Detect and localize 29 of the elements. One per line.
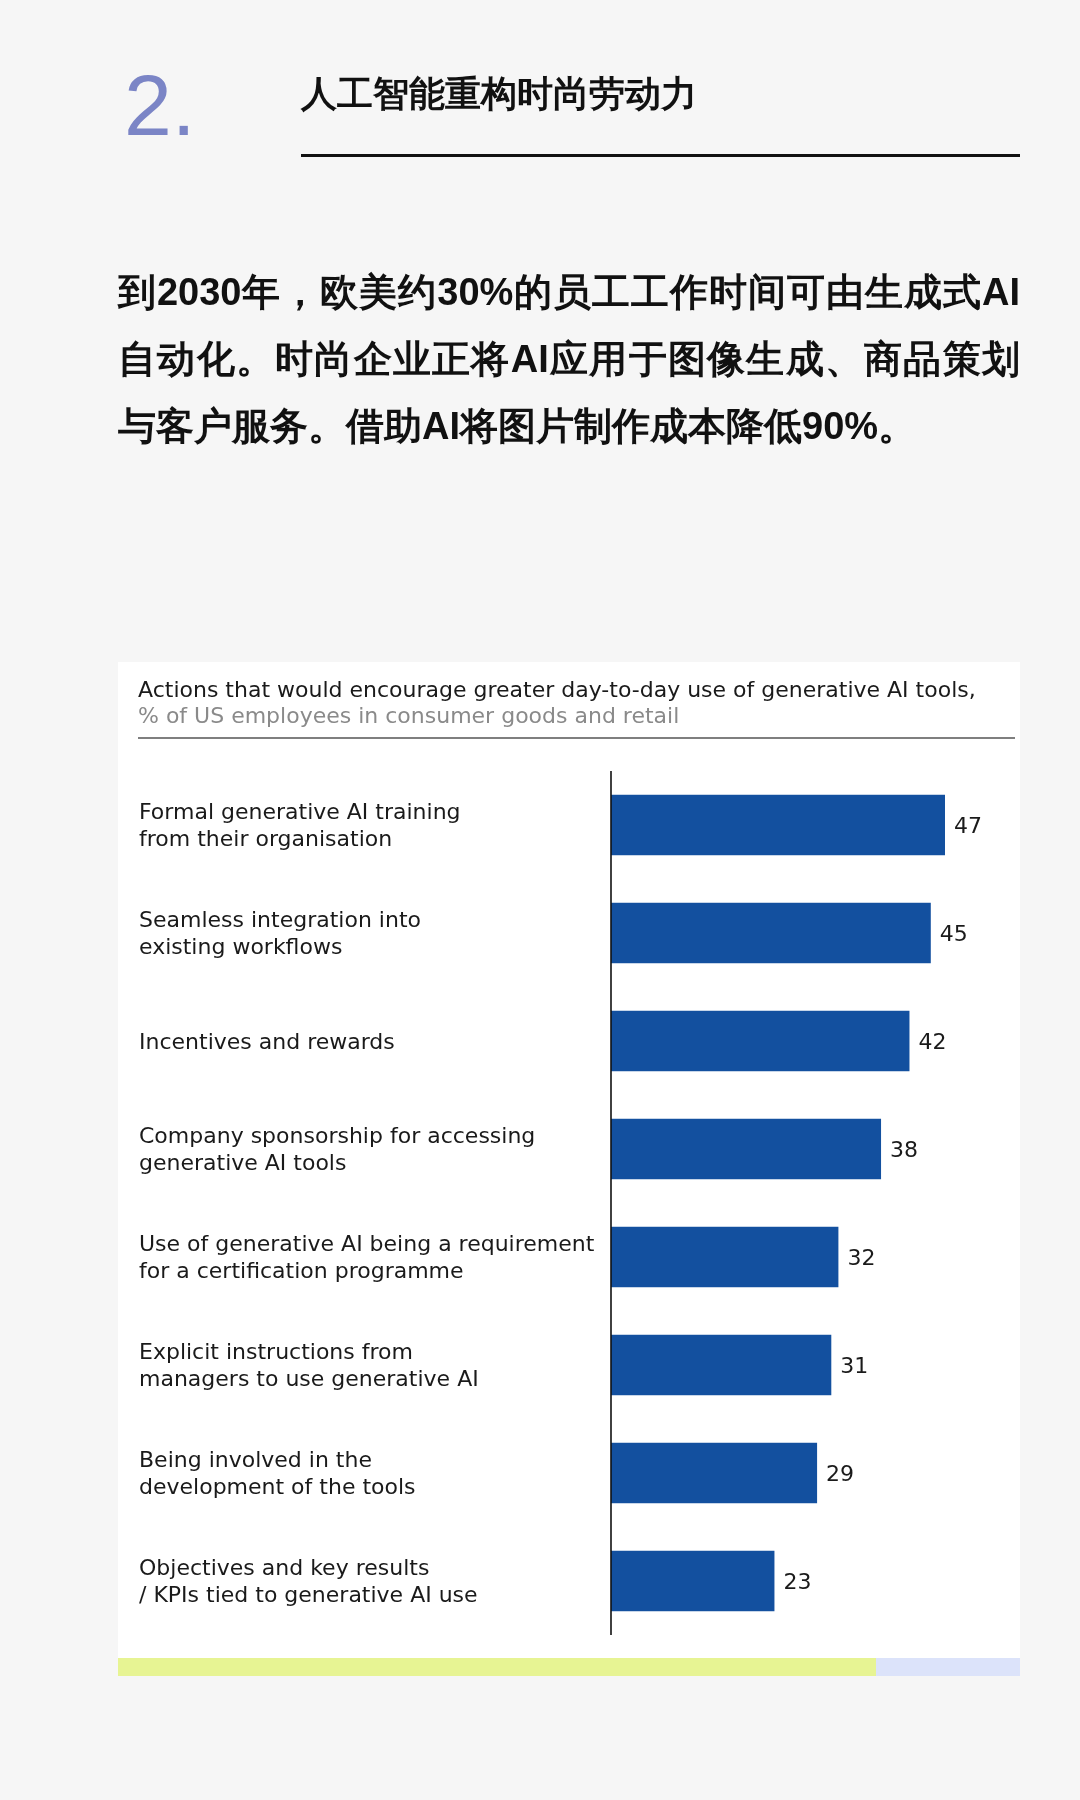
bar — [611, 902, 931, 964]
y-tick-label: Being involved in the development of the tools — [139, 1447, 416, 1499]
data-label: 47 — [954, 812, 982, 838]
data-label: 42 — [918, 1028, 947, 1054]
bar — [611, 794, 945, 856]
text: % of US employees in consumer goods and retail — [138, 703, 680, 728]
bar — [611, 1442, 818, 1504]
data-label: 38 — [890, 1136, 919, 1162]
y-tick-label: Use of generative AI being a requirement for a certification programme — [139, 1231, 595, 1283]
text: 人工智能重构时尚劳动力 — [300, 73, 697, 114]
bar — [611, 1550, 775, 1612]
chart-title: Actions that would encourage greater day-to-day use of generative AI tools, — [138, 677, 976, 702]
y-tick-label: Seamless integration into existing workflows — [139, 907, 421, 959]
y-tick-label: Objectives and key results / KPIs tied to generative AI use — [139, 1555, 478, 1607]
y-tick-label: Company sponsorship for accessing generative AI tools — [139, 1123, 536, 1175]
data-label: 31 — [840, 1352, 869, 1378]
y-tick-label: Formal generative AI training from their organisation — [139, 799, 461, 851]
data-label: 32 — [847, 1244, 876, 1270]
data-label: 23 — [783, 1568, 812, 1594]
bar — [611, 1334, 832, 1396]
bar — [611, 1010, 910, 1072]
y-tick-label: Explicit instructions from managers to use generative AI — [139, 1339, 479, 1391]
text: 到2030年，欧美约30%的员工工作时间可由生成式AI自动化。时尚企业正将AI应用于图像生成、商品策划与客户服务。借助AI将图片制作成本降低90%。 — [118, 270, 1020, 449]
bar — [611, 1226, 839, 1288]
y-tick-label: Incentives and rewards — [139, 1028, 395, 1054]
text: 2. — [124, 57, 196, 153]
data-label: 29 — [826, 1460, 855, 1486]
bar — [611, 1118, 882, 1180]
data-label: 45 — [939, 920, 968, 946]
